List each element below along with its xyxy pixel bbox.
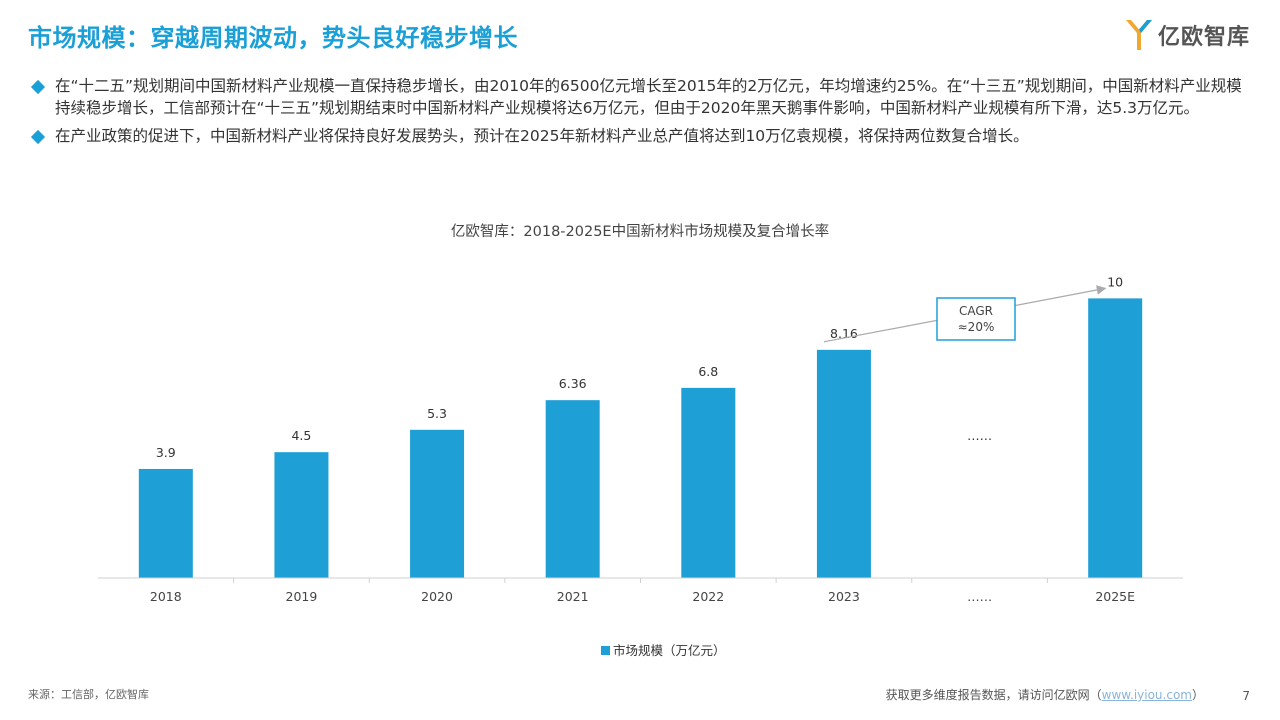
- bullet-text: 在“十二五”规划期间中国新材料产业规模一直保持稳步增长，由2010年的6500亿…: [55, 77, 1242, 117]
- bar-2022: [681, 387, 736, 578]
- footer-text: 获取更多维度报告数据，请访问亿欧网（: [885, 688, 1102, 702]
- x-tick-label: 2018: [150, 589, 182, 604]
- footer-link[interactable]: www.iyiou.com: [1101, 688, 1192, 702]
- x-tick-label: ……: [967, 589, 992, 604]
- x-tick-label: 2019: [286, 589, 318, 604]
- data-label: 10: [1107, 274, 1123, 289]
- bullet-item: 在产业政策的促进下，中国新材料产业将保持良好发展势头，预计在2025年新材料产业…: [30, 125, 1255, 147]
- source-note: 来源：工信部，亿欧智库: [28, 688, 149, 701]
- cagr-value: ≈20%: [958, 320, 995, 334]
- bar-2025E: [1088, 298, 1143, 578]
- bar-2019: [274, 452, 329, 578]
- logo: 亿欧智库: [1124, 18, 1250, 52]
- cagr-label: CAGR: [959, 304, 993, 318]
- legend-swatch: [601, 646, 610, 655]
- x-tick-label: 2025E: [1095, 589, 1135, 604]
- cagr-box: [936, 297, 1016, 341]
- bar-2023: [816, 349, 871, 578]
- logo-text: 亿欧智库: [1157, 25, 1250, 50]
- logo-mark-icon: [1125, 20, 1152, 50]
- data-label: 5.3: [427, 406, 447, 421]
- summary-bullets: 在“十二五”规划期间中国新材料产业规模一直保持稳步增长，由2010年的6500亿…: [30, 75, 1255, 153]
- x-tick-label: 2021: [557, 589, 589, 604]
- x-tick-label: 2023: [828, 589, 860, 604]
- data-label: ……: [967, 428, 992, 443]
- legend-label: 市场规模（万亿元）: [613, 643, 726, 658]
- bar-2018: [138, 468, 193, 578]
- data-label: 4.5: [291, 428, 311, 443]
- data-label: 3.9: [156, 445, 176, 460]
- bar-2021: [545, 400, 600, 578]
- page-number: 7: [1242, 689, 1250, 703]
- bullet-text: 在产业政策的促进下，中国新材料产业将保持良好发展势头，预计在2025年新材料产业…: [55, 127, 1029, 145]
- bar-2020: [410, 429, 465, 578]
- chart-title: 亿欧智库：2018-2025E中国新材料市场规模及复合增长率: [451, 222, 829, 240]
- footer-promo: 获取更多维度报告数据，请访问亿欧网（www.iyiou.com）: [886, 686, 1204, 703]
- bullet-item: 在“十二五”规划期间中国新材料产业规模一直保持稳步增长，由2010年的6500亿…: [30, 75, 1255, 119]
- x-tick-label: 2022: [692, 589, 724, 604]
- x-tick-label: 2020: [421, 589, 453, 604]
- data-label: 6.8: [698, 364, 718, 379]
- data-label: 6.36: [559, 376, 587, 391]
- page-title: 市场规模：穿越周期波动，势头良好稳步增长: [28, 24, 518, 52]
- footer-close: ）: [1191, 688, 1204, 702]
